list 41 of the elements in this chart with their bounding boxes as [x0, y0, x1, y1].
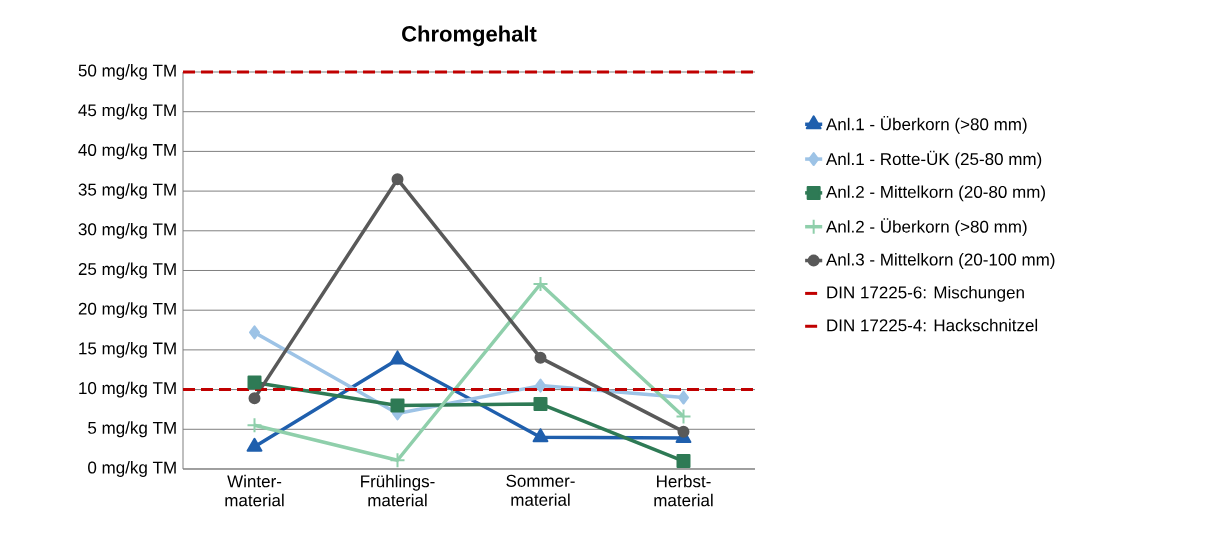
point	[389, 350, 406, 365]
point	[676, 454, 691, 469]
point	[532, 275, 549, 292]
y-tick-label: 15 mg/kg TM	[79, 341, 176, 358]
legend-label: Anl.1 - Überkorn (>80 mm)	[825, 115, 1027, 134]
x-tick-label: Frühlings-material	[361, 474, 435, 507]
x-tick-label: Herbst-material	[654, 474, 713, 507]
legend-label: Anl.2 - Überkorn (>80 mm)	[825, 218, 1027, 237]
y-tick-label: 50 mg/kg TM	[78, 64, 176, 80]
y-tick-label: 5 mg/kg TM	[88, 421, 176, 438]
y-tick-label: 30 mg/kg TM	[78, 222, 176, 239]
point	[678, 390, 689, 405]
legend-label: Anl.3 - Mittelkorn (20-100 mm)	[825, 253, 1055, 269]
point	[248, 392, 261, 405]
point	[675, 408, 692, 425]
point	[246, 437, 263, 452]
point	[390, 398, 405, 413]
legend-label: Anl.1 - Rotte-ÜK (25-80 mm)	[825, 150, 1042, 169]
point	[391, 173, 404, 186]
point	[249, 325, 261, 340]
y-tick-label: 35 mg/kg TM	[78, 183, 176, 200]
point	[534, 351, 547, 364]
legend-label: DIN 17225-6: Mischungen	[827, 285, 1024, 302]
y-tick-label: 20 mg/kg TM	[78, 302, 176, 319]
point	[247, 375, 262, 390]
legend-label: DIN 17225-4: Hackschnitzel	[827, 318, 1038, 332]
legend-label: Anl.2 - Mittelkorn (20-80 mm)	[825, 185, 1045, 202]
y-tick-label: 25 mg/kg TM	[78, 262, 176, 279]
point	[533, 396, 548, 411]
point	[246, 417, 263, 434]
chart-title: Chromgehalt	[402, 25, 537, 47]
y-tick-label: 40 mg/kg TM	[78, 143, 176, 160]
point	[535, 378, 546, 393]
x-tick-label: Winter-material	[225, 474, 284, 507]
point	[677, 425, 690, 438]
y-tick-label: 10 mg/kg TM	[79, 381, 176, 398]
point	[389, 452, 406, 469]
y-tick-label: 45 mg/kg TM	[78, 103, 176, 120]
x-tick-label: Sommer-material	[506, 474, 575, 506]
point	[532, 428, 549, 443]
y-tick-label: 0 mg/kg TM	[88, 461, 176, 477]
